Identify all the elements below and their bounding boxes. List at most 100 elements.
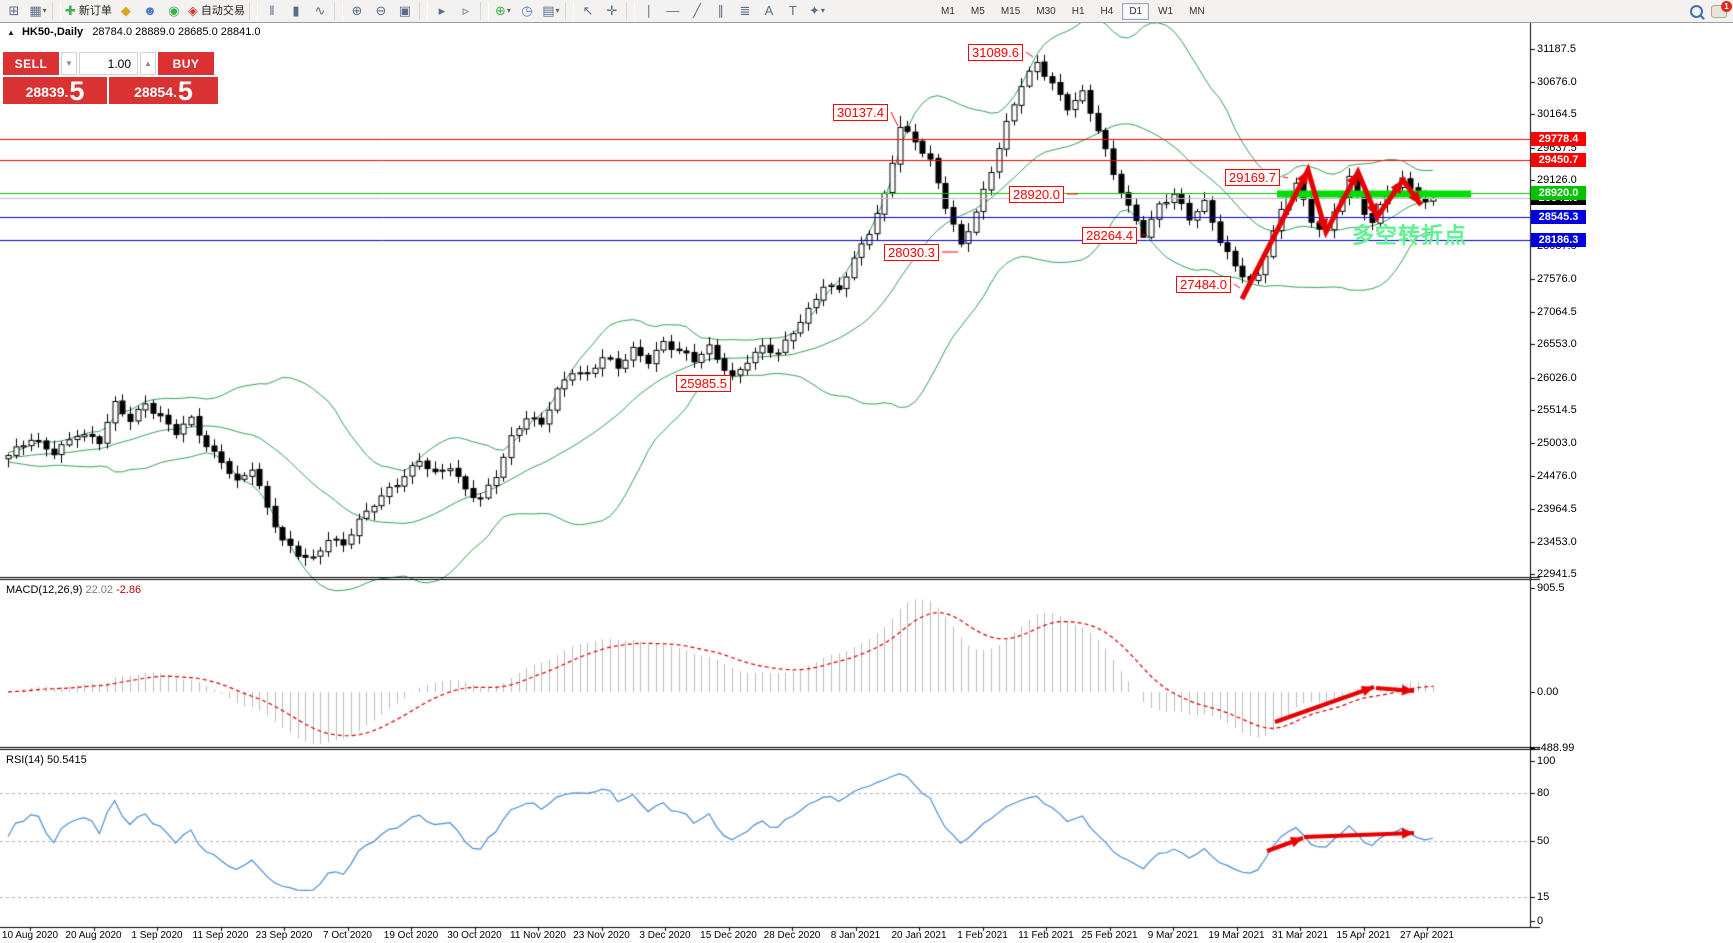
zoom-in-button[interactable]: ⊕ xyxy=(345,1,369,21)
templates-icon: ▤ xyxy=(542,3,555,18)
new-order-button[interactable]: ✚ 新订单 xyxy=(63,1,114,21)
shapes-tool-dropdown-icon[interactable]: ▾ xyxy=(820,6,825,15)
price-callout[interactable]: 25985.5 xyxy=(676,375,731,392)
price-callout[interactable]: 28920.0 xyxy=(1009,186,1064,203)
chat-icon[interactable]: 1 xyxy=(1711,0,1732,18)
new-order-icon: ✚ xyxy=(65,3,76,18)
price-badge: 29450.7 xyxy=(1531,152,1586,167)
line-chart-mode-icon: ∿ xyxy=(314,3,326,18)
chart-profiles-button[interactable]: ▦ ▾ xyxy=(26,1,50,21)
date-label: 1 Sep 2020 xyxy=(131,930,183,941)
date-label: 28 Dec 2020 xyxy=(763,930,821,941)
rsi-label: RSI(14) 50.5415 xyxy=(6,754,87,766)
auto-trading-button[interactable]: ◈ 自动交易 xyxy=(186,1,247,21)
add-indicator-icon: ⊕ xyxy=(494,3,506,18)
line-chart-mode-button[interactable]: ∿ xyxy=(308,1,332,21)
timeframe-m30-button[interactable]: M30 xyxy=(1036,5,1056,17)
horizontal-line-tool-button[interactable]: — xyxy=(661,1,685,21)
timeframe-m5-button[interactable]: M5 xyxy=(970,5,985,17)
signals-button[interactable]: ◉ xyxy=(162,1,186,21)
shapes-tool-icon: ✦ xyxy=(808,3,820,18)
toolbar-separator xyxy=(52,2,61,20)
zoom-out-button[interactable]: ⊖ xyxy=(369,1,393,21)
date-label: 27 Apr 2021 xyxy=(1400,930,1454,941)
add-indicator-dropdown-icon[interactable]: ▾ xyxy=(506,6,511,15)
tile-windows-button[interactable]: ▣ xyxy=(393,1,417,21)
text-tool-button[interactable]: A xyxy=(757,1,781,21)
buy-price[interactable]: 28854. 5 xyxy=(109,77,218,105)
timeframe-d1-button[interactable]: D1 xyxy=(1122,2,1150,20)
timeframe-h1-button[interactable]: H1 xyxy=(1071,5,1085,17)
market-icon: ◆ xyxy=(120,3,131,18)
label-tool-button[interactable]: T xyxy=(781,1,805,21)
search-icon[interactable] xyxy=(1690,4,1703,18)
chart-profiles-dropdown-icon[interactable]: ▾ xyxy=(42,6,47,15)
timeframe-w1-button[interactable]: W1 xyxy=(1158,5,1174,17)
timeframe-mn-button[interactable]: MN xyxy=(1189,5,1205,17)
volume-down-button[interactable]: ▼ xyxy=(61,52,77,75)
volume-input[interactable]: 1.00 xyxy=(79,52,138,75)
price-tick: 22941.5 xyxy=(1537,568,1577,581)
price-callout[interactable]: 31089.6 xyxy=(968,44,1023,61)
new-chart-icon: ⊞ xyxy=(8,3,20,18)
chart-annotation-text[interactable]: 多空转折点 xyxy=(1352,223,1468,248)
price-callout[interactable]: 28264.4 xyxy=(1082,227,1137,244)
bar-chart-mode-button[interactable]: ‖ xyxy=(260,1,284,21)
timeframe-m1-button[interactable]: M1 xyxy=(941,5,955,17)
timeframe-m15-button[interactable]: M15 xyxy=(1000,5,1021,17)
sell-button[interactable]: SELL xyxy=(3,52,59,75)
date-label: 15 Apr 2021 xyxy=(1336,930,1391,941)
bar-chart-mode-icon: ‖ xyxy=(269,3,275,18)
new-chart-button[interactable]: ⊞ xyxy=(2,1,26,21)
price-tick: 27064.5 xyxy=(1537,305,1577,318)
date-label: 20 Jan 2021 xyxy=(891,930,947,941)
cursor-button[interactable]: ↖ xyxy=(576,1,600,21)
templates-button[interactable]: ▤ ▾ xyxy=(539,1,563,21)
channel-tool-button[interactable]: ∥ xyxy=(709,1,733,21)
new-order-label: 新订单 xyxy=(78,5,112,17)
toolbar-separator xyxy=(625,2,635,20)
date-label: 19 Mar 2021 xyxy=(1208,930,1265,941)
timeframe-h4-button[interactable]: H4 xyxy=(1100,5,1114,17)
date-label: 23 Nov 2020 xyxy=(573,930,630,941)
contacts-icon: ☻ xyxy=(143,3,157,18)
price-callout[interactable]: 30137.4 xyxy=(833,104,888,121)
price-tick: 27576.0 xyxy=(1537,272,1577,285)
sell-price[interactable]: 28839. 5 xyxy=(3,77,107,105)
candlestick-mode-button[interactable]: ▮ xyxy=(284,1,308,21)
date-label: 23 Sep 2020 xyxy=(255,930,313,941)
price-tick: 29126.0 xyxy=(1537,174,1577,187)
fibonacci-tool-button[interactable]: ≣ xyxy=(733,1,757,21)
trendline-tool-button[interactable]: ╱ xyxy=(685,1,709,21)
add-indicator-button[interactable]: ⊕ ▾ xyxy=(491,1,515,21)
buy-button[interactable]: BUY xyxy=(158,52,214,75)
shapes-tool-button[interactable]: ✦ ▾ xyxy=(805,1,829,21)
volume-up-button[interactable]: ▲ xyxy=(140,52,156,75)
symbol-period: HK50-,Daily xyxy=(21,26,84,38)
timeframe-bar: M1 M5 M15 M30 H1 H4 D1 W1 MN xyxy=(933,1,1213,21)
price-tick: 25514.5 xyxy=(1537,404,1577,417)
templates-dropdown-icon[interactable]: ▾ xyxy=(555,6,560,15)
zoom-in-icon: ⊕ xyxy=(351,3,363,18)
price-callout[interactable]: 29169.7 xyxy=(1225,169,1280,186)
candlestick-mode-icon: ▮ xyxy=(292,3,300,18)
price-badge: 28186.3 xyxy=(1531,233,1586,248)
market-button[interactable]: ◆ xyxy=(114,1,138,21)
price-callout[interactable]: 28030.3 xyxy=(884,244,939,261)
price-tick: 25003.0 xyxy=(1537,436,1577,449)
vertical-line-tool-button[interactable]: ∣ xyxy=(637,1,661,21)
price-tick: 905.5 xyxy=(1537,582,1565,594)
collapse-trade-panel-icon[interactable]: ▲ xyxy=(7,28,15,37)
chart-shift-button[interactable]: ▹ xyxy=(454,1,478,21)
date-label: 8 Jan 2021 xyxy=(830,930,881,941)
price-tick: 24476.0 xyxy=(1537,470,1577,483)
crosshair-button[interactable]: ✛ xyxy=(600,1,624,21)
price-callout[interactable]: 27484.0 xyxy=(1176,276,1231,293)
price-tick: 50 xyxy=(1537,835,1550,847)
auto-scroll-button[interactable]: ▸ xyxy=(430,1,454,21)
notification-badge: 1 xyxy=(1721,0,1732,12)
contacts-button[interactable]: ☻ xyxy=(138,1,162,21)
period-clock-button[interactable]: ◷ xyxy=(515,1,539,21)
